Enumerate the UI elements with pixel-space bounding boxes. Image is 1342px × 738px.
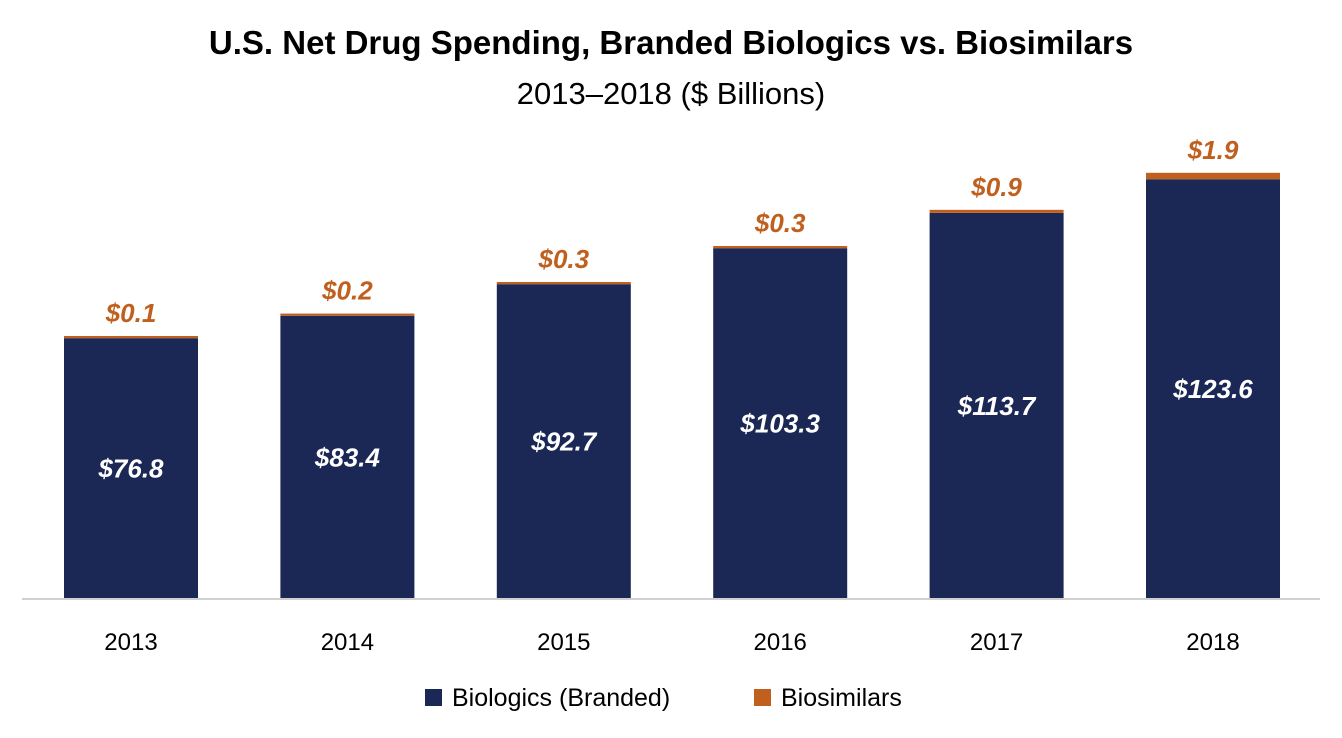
legend-swatch-biologics xyxy=(425,689,442,706)
legend-swatch-biosimilars xyxy=(754,689,771,706)
bar-biosimilars-2018 xyxy=(1146,172,1280,180)
x-tick-label-2018: 2018 xyxy=(1186,629,1239,656)
legend: Biologics (Branded) Biosimilars xyxy=(425,684,902,712)
x-tick-label-2017: 2017 xyxy=(970,629,1023,656)
data-label-biologics-2013: $76.8 xyxy=(97,454,164,484)
bar-biologics-2014 xyxy=(280,315,415,599)
data-label-biologics-2014: $83.4 xyxy=(314,442,381,472)
bar-biologics-2016 xyxy=(713,248,848,599)
bars-layer: $76.8 $0.1 $83.4 $0.2 $92.7 $0.3 $103.3 $0.3 $11… xyxy=(64,135,1280,599)
bar-biosimilars-2015 xyxy=(496,281,631,285)
x-tick-label-2016: 2016 xyxy=(754,629,807,656)
x-tick-label-2014: 2014 xyxy=(321,629,374,656)
bar-biosimilars-2014 xyxy=(280,313,415,316)
x-tick-labels: 2013 2014 2015 2016 2017 2018 xyxy=(104,629,1239,656)
data-label-biologics-2018: $123.6 xyxy=(1172,374,1253,404)
data-label-biologics-2016: $103.3 xyxy=(739,409,820,439)
legend-label-biologics: Biologics (Branded) xyxy=(452,684,670,712)
bar-biologics-2018 xyxy=(1146,179,1280,599)
chart-title: U.S. Net Drug Spending, Branded Biologic… xyxy=(209,24,1133,61)
data-label-biosimilars-2014: $0.2 xyxy=(321,276,373,306)
data-label-biosimilars-2016: $0.3 xyxy=(754,208,806,238)
data-label-biosimilars-2018: $1.9 xyxy=(1187,135,1239,165)
chart-subtitle: 2013–2018 ($ Billions) xyxy=(517,76,826,111)
bar-biosimilars-2013 xyxy=(64,335,198,339)
data-label-biosimilars-2017: $0.9 xyxy=(970,172,1022,202)
bar-biosimilars-2016 xyxy=(713,245,848,249)
data-label-biosimilars-2013: $0.1 xyxy=(105,298,157,328)
bar-biologics-2013 xyxy=(64,338,198,599)
bar-biologics-2017 xyxy=(929,212,1064,599)
x-tick-label-2013: 2013 xyxy=(104,629,157,656)
x-tick-label-2015: 2015 xyxy=(537,629,590,656)
data-label-biologics-2015: $92.7 xyxy=(530,427,598,457)
bar-biosimilars-2017 xyxy=(929,209,1064,213)
bar-biologics-2015 xyxy=(496,284,631,599)
data-label-biosimilars-2015: $0.3 xyxy=(537,244,589,274)
data-label-biologics-2017: $113.7 xyxy=(957,391,1037,421)
legend-label-biosimilars: Biosimilars xyxy=(781,684,902,712)
